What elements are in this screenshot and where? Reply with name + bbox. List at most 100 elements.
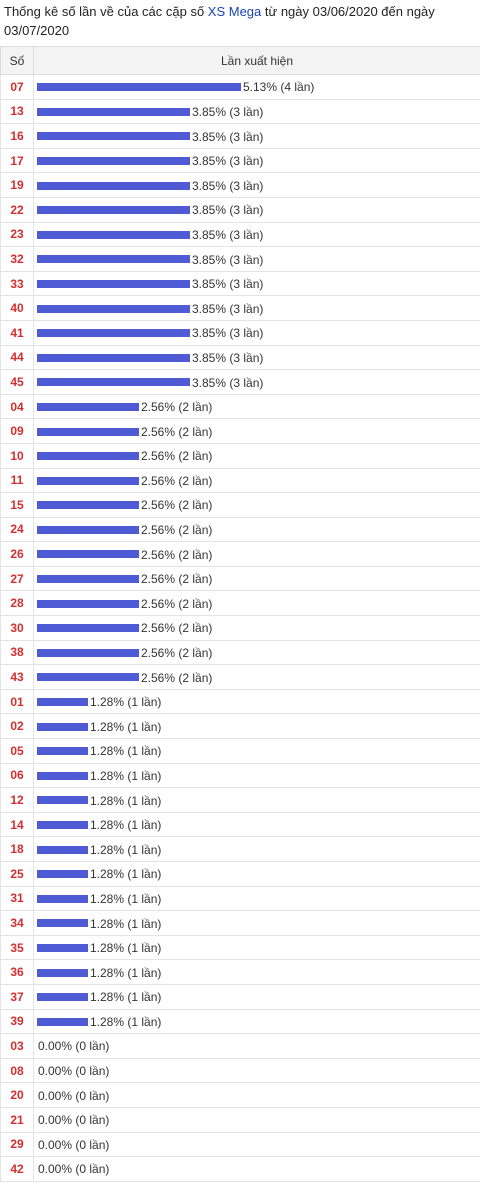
frequency-bar bbox=[37, 1017, 88, 1026]
table-row: 30 2.56% (2 lần) bbox=[0, 615, 480, 641]
row-number: 03 bbox=[0, 1033, 34, 1059]
table-row: 16 3.85% (3 lần) bbox=[0, 123, 480, 149]
row-number: 44 bbox=[0, 344, 34, 371]
frequency-bar bbox=[37, 230, 190, 239]
frequency-bar bbox=[37, 156, 190, 165]
bar-cell: 2.56% (2 lần) bbox=[33, 541, 480, 567]
bar-cell: 3.85% (3 lần) bbox=[33, 221, 480, 248]
frequency-label: 2.56% (2 lần) bbox=[141, 498, 213, 513]
frequency-bar bbox=[37, 747, 88, 756]
row-number: 25 bbox=[0, 861, 34, 887]
table-row: 27 2.56% (2 lần) bbox=[0, 565, 480, 592]
frequency-bar bbox=[37, 255, 190, 264]
bar-cell: 2.56% (2 lần) bbox=[33, 664, 480, 690]
bar-cell: 1.28% (1 lần) bbox=[33, 910, 480, 936]
row-number: 10 bbox=[0, 442, 34, 469]
row-number: 27 bbox=[0, 565, 34, 592]
row-number: 15 bbox=[0, 492, 34, 518]
page-title: Thống kê số lần về của các cặp số XS Meg… bbox=[0, 0, 480, 46]
bar-cell: 0.00% (0 lần) bbox=[33, 1131, 480, 1158]
row-number: 29 bbox=[0, 1131, 34, 1158]
bar-cell: 0.00% (0 lần) bbox=[33, 1082, 480, 1108]
bar-cell: 2.56% (2 lần) bbox=[33, 442, 480, 469]
frequency-bar bbox=[37, 501, 139, 510]
row-number: 16 bbox=[0, 123, 34, 149]
frequency-label: 2.56% (2 lần) bbox=[141, 399, 213, 414]
row-number: 26 bbox=[0, 541, 34, 567]
frequency-label: 1.28% (1 lần) bbox=[90, 940, 162, 955]
frequency-label: 3.85% (3 lần) bbox=[192, 276, 264, 291]
table-row: 22 3.85% (3 lần) bbox=[0, 196, 480, 223]
frequency-bar bbox=[37, 181, 190, 190]
bar-cell: 2.56% (2 lần) bbox=[33, 467, 480, 494]
table-row: 15 2.56% (2 lần) bbox=[0, 492, 480, 518]
row-number: 34 bbox=[0, 910, 34, 936]
table-row: 12 1.28% (1 lần) bbox=[0, 787, 480, 813]
bar-cell: 1.28% (1 lần) bbox=[33, 713, 480, 740]
bar-cell: 1.28% (1 lần) bbox=[33, 738, 480, 764]
frequency-label: 1.28% (1 lần) bbox=[90, 793, 162, 808]
frequency-label: 2.56% (2 lần) bbox=[141, 621, 213, 636]
row-number: 33 bbox=[0, 270, 34, 297]
table-row: 05 1.28% (1 lần) bbox=[0, 738, 480, 764]
table-row: 21 0.00% (0 lần) bbox=[0, 1106, 480, 1133]
frequency-label: 3.85% (3 lần) bbox=[192, 153, 264, 168]
bar-cell: 1.28% (1 lần) bbox=[33, 762, 480, 789]
row-number: 08 bbox=[0, 1057, 34, 1084]
bar-cell: 1.28% (1 lần) bbox=[33, 836, 480, 862]
row-number: 17 bbox=[0, 147, 34, 174]
frequency-label: 0.00% (0 lần) bbox=[38, 1162, 110, 1177]
frequency-label: 3.85% (3 lần) bbox=[192, 252, 264, 267]
bar-cell: 3.85% (3 lần) bbox=[33, 123, 480, 149]
frequency-label: 3.85% (3 lần) bbox=[192, 178, 264, 193]
row-number: 12 bbox=[0, 787, 34, 813]
bar-cell: 1.28% (1 lần) bbox=[33, 983, 480, 1010]
frequency-label: 3.85% (3 lần) bbox=[192, 326, 264, 341]
frequency-bar bbox=[37, 796, 88, 805]
table-row: 35 1.28% (1 lần) bbox=[0, 934, 480, 961]
frequency-bar bbox=[37, 599, 139, 608]
frequency-label: 1.28% (1 lần) bbox=[90, 768, 162, 783]
frequency-bar bbox=[37, 427, 139, 436]
table-row: 24 2.56% (2 lần) bbox=[0, 516, 480, 543]
frequency-label: 1.28% (1 lần) bbox=[90, 965, 162, 980]
frequency-bar bbox=[37, 132, 190, 141]
row-number: 13 bbox=[0, 98, 34, 125]
row-number: 09 bbox=[0, 418, 34, 444]
bar-cell: 2.56% (2 lần) bbox=[33, 565, 480, 592]
frequency-bar bbox=[37, 378, 190, 387]
row-number: 02 bbox=[0, 713, 34, 740]
bar-cell: 1.28% (1 lần) bbox=[33, 688, 480, 715]
frequency-bar bbox=[37, 624, 139, 633]
table-row: 01 1.28% (1 lần) bbox=[0, 688, 480, 715]
frequency-bar bbox=[37, 402, 139, 411]
frequency-label: 1.28% (1 lần) bbox=[90, 719, 162, 734]
bar-cell: 1.28% (1 lần) bbox=[33, 861, 480, 887]
table-row: 32 3.85% (3 lần) bbox=[0, 246, 480, 272]
row-number: 11 bbox=[0, 467, 34, 494]
frequency-bar bbox=[37, 107, 190, 116]
table-row: 19 3.85% (3 lần) bbox=[0, 172, 480, 198]
table-header-row: Số Lần xuất hiện bbox=[0, 46, 480, 75]
table-row: 38 2.56% (2 lần) bbox=[0, 639, 480, 666]
bar-cell: 2.56% (2 lần) bbox=[33, 590, 480, 617]
row-number: 07 bbox=[0, 74, 34, 100]
xs-mega-link[interactable]: XS Mega bbox=[207, 4, 262, 19]
row-number: 01 bbox=[0, 688, 34, 715]
bar-cell: 2.56% (2 lần) bbox=[33, 393, 480, 420]
frequency-label: 1.28% (1 lần) bbox=[90, 990, 162, 1005]
table-row: 03 0.00% (0 lần) bbox=[0, 1033, 480, 1059]
frequency-label: 2.56% (2 lần) bbox=[141, 424, 213, 439]
frequency-label: 2.56% (2 lần) bbox=[141, 645, 213, 660]
table-row: 06 1.28% (1 lần) bbox=[0, 762, 480, 789]
table-row: 09 2.56% (2 lần) bbox=[0, 418, 480, 444]
frequency-label: 2.56% (2 lần) bbox=[141, 522, 213, 537]
bar-cell: 3.85% (3 lần) bbox=[33, 295, 480, 321]
table-row: 28 2.56% (2 lần) bbox=[0, 590, 480, 617]
column-header-occurrences: Lần xuất hiện bbox=[33, 46, 480, 75]
table-row: 02 1.28% (1 lần) bbox=[0, 713, 480, 740]
row-number: 19 bbox=[0, 172, 34, 198]
bar-cell: 0.00% (0 lần) bbox=[33, 1156, 480, 1182]
bar-cell: 1.28% (1 lần) bbox=[33, 1008, 480, 1035]
column-header-number: Số bbox=[0, 46, 34, 75]
